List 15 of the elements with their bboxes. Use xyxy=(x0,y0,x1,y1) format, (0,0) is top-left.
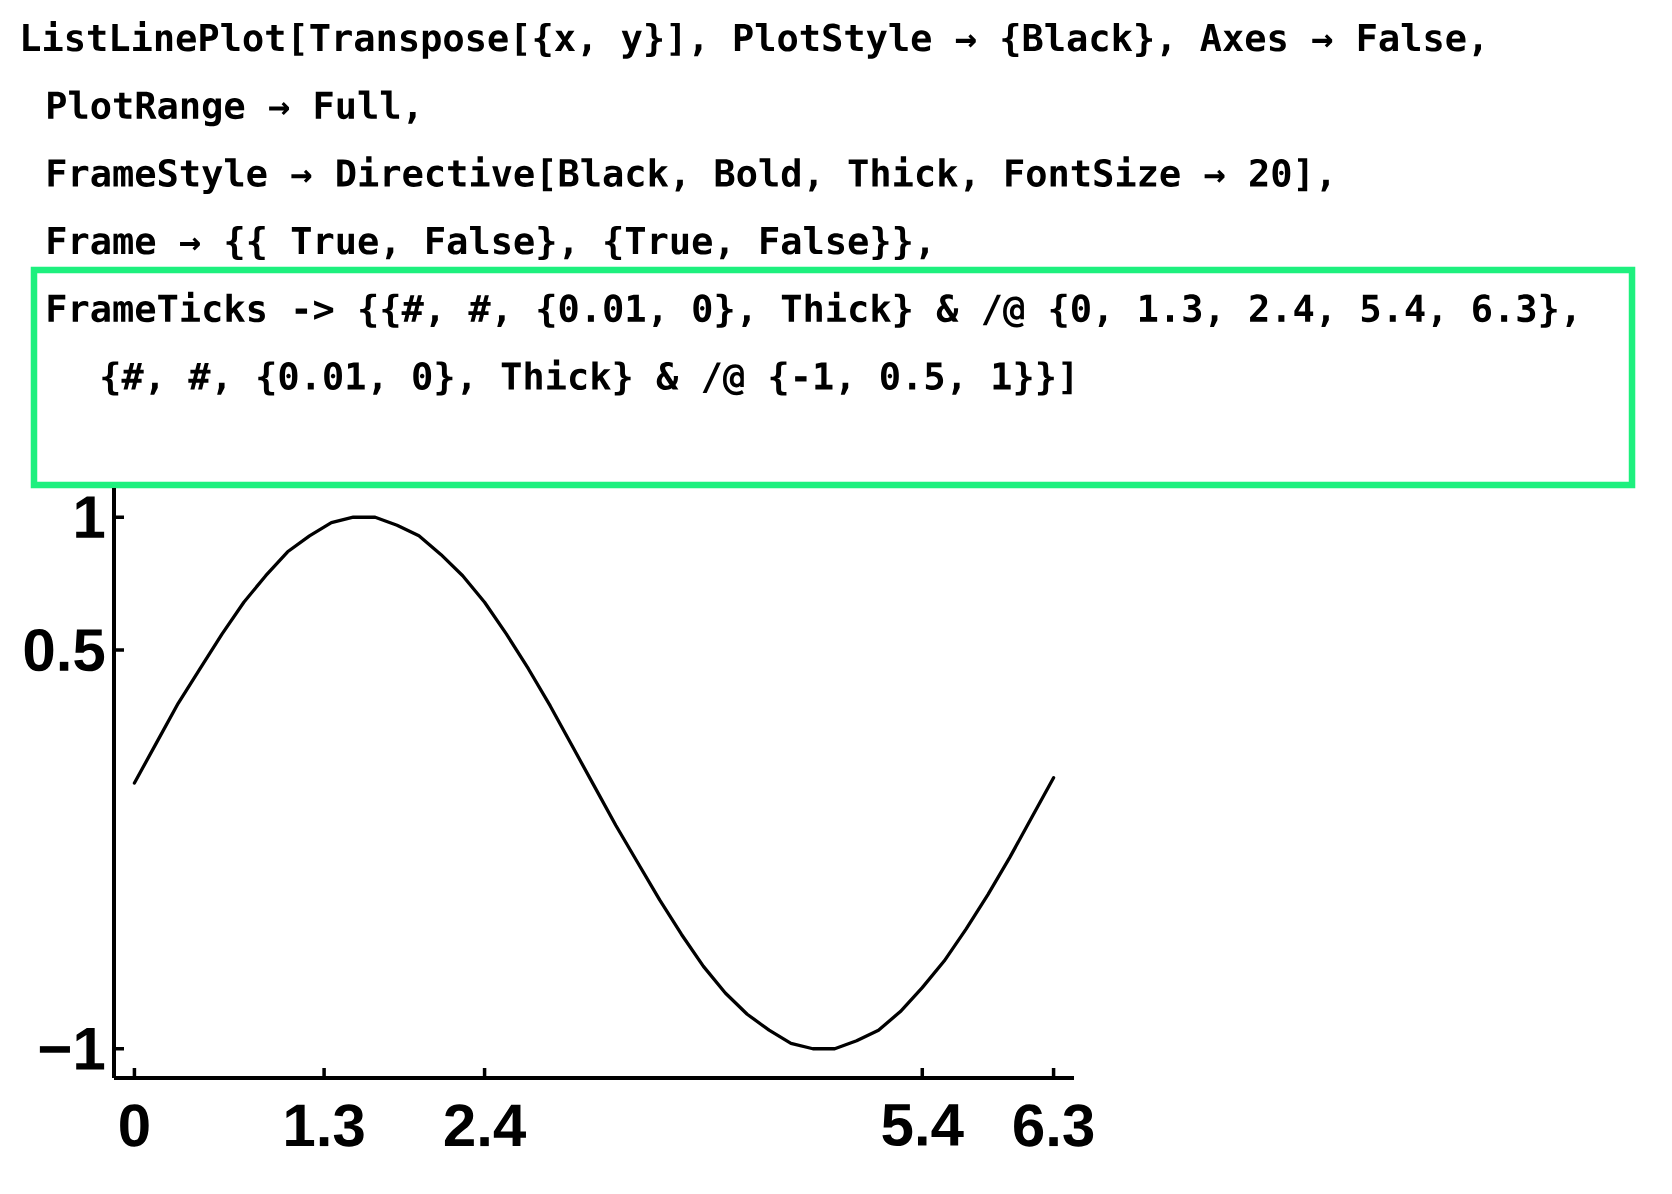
y-tick-label: −1 xyxy=(39,1028,105,1070)
line-series xyxy=(132,515,1056,1051)
text: Frame → {{ True, False}, {True, False}}, xyxy=(48,225,928,261)
text: FrameTicks -> {{#, #, {0.01, 0}, Thick} & /@ {0, 1.3, 2.4, 5.4, 6.3}, xyxy=(48,291,1574,328)
text: {#, #, {0.01, 0}, Thick} & /@ {-1, 0.5, 1}}] xyxy=(102,359,1072,396)
text: PlotRange → Full, xyxy=(48,90,416,127)
x-tick-label: 1.3 xyxy=(286,1104,364,1147)
x-tick-label: 0 xyxy=(120,1104,149,1147)
x-tick-label: 6.3 xyxy=(1014,1104,1094,1147)
y-tick-label: 0.5 xyxy=(24,628,105,672)
text: FrameStyle → Directive[Black, Bold, Thick, FontSize → 20], xyxy=(48,156,1329,195)
x-tick-label: 2.4 xyxy=(444,1104,526,1147)
x-tick-label: 5.4 xyxy=(882,1104,964,1147)
text: ListLinePlot[Transpose[{x, y}], PlotStyle → {Black}, Axes → False, xyxy=(23,20,1481,59)
y-tick-label: 1 xyxy=(76,496,105,538)
